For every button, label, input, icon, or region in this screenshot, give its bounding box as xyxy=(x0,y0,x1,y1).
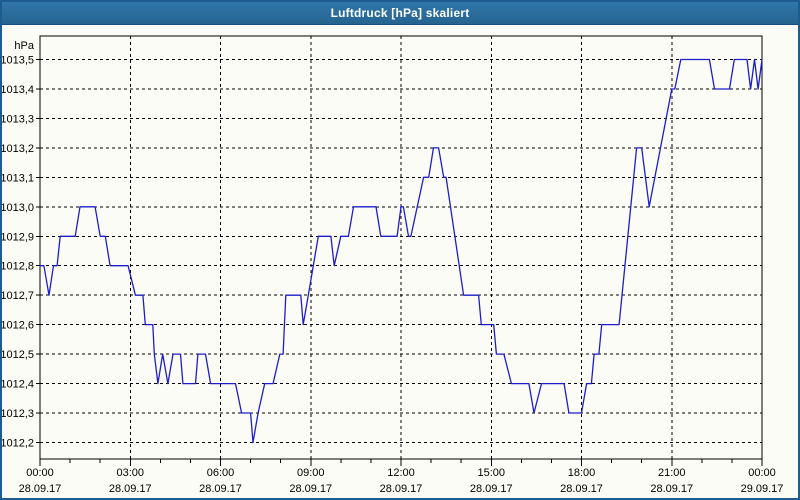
y-axis-unit-label: hPa xyxy=(14,40,34,52)
x-tick-date-label: 28.09.17 xyxy=(109,483,152,495)
window-title: Luftdruck [hPa] skaliert xyxy=(330,6,470,20)
x-tick-time-label: 00:00 xyxy=(748,467,776,479)
chart-area: 1013,5 1013,4 1013,3 1013,2 1013,1 1013,0 1012… xyxy=(2,25,798,498)
y-tick-label: 1012,9 xyxy=(2,231,34,243)
x-tick-time-label: 03:00 xyxy=(116,467,144,479)
x-tick-date-label: 28.09.17 xyxy=(560,483,603,495)
pressure-line xyxy=(39,58,763,444)
plot-frame xyxy=(39,35,763,460)
y-tick-label: 1013,0 xyxy=(2,202,34,214)
x-tick-time-label: 06:00 xyxy=(207,467,235,479)
x-tick-date-label: 29.09.17 xyxy=(741,483,784,495)
y-tick-label: 1013,1 xyxy=(2,172,34,184)
x-tick-time-label: 00:00 xyxy=(26,467,54,479)
y-tick-label: 1012,5 xyxy=(2,349,34,361)
x-tick-time-label: 21:00 xyxy=(658,467,686,479)
y-tick-label: 1012,8 xyxy=(2,261,34,273)
y-tick-label: 1013,5 xyxy=(2,55,34,67)
x-tick-date-label: 28.09.17 xyxy=(470,483,513,495)
y-tick-label: 1012,7 xyxy=(2,290,34,302)
x-tick-date-label: 28.09.17 xyxy=(19,483,62,495)
window-titlebar: Luftdruck [hPa] skaliert xyxy=(2,2,798,25)
pressure-chart: 1013,5 1013,4 1013,3 1013,2 1013,1 1013,0 1012… xyxy=(2,35,784,495)
x-tick-date-label: 28.09.17 xyxy=(289,483,332,495)
x-tick-time-label: 12:00 xyxy=(387,467,415,479)
y-tick-label: 1012,4 xyxy=(2,379,34,391)
x-tick-date-label: 28.09.17 xyxy=(650,483,693,495)
y-tick-label: 1013,3 xyxy=(2,113,34,125)
x-tick-time-label: 18:00 xyxy=(568,467,596,479)
x-tick-date-label: 28.09.17 xyxy=(199,483,242,495)
x-tick-date-label: 28.09.17 xyxy=(380,483,423,495)
x-tick-time-label: 15:00 xyxy=(477,467,505,479)
y-tick-label: 1013,2 xyxy=(2,143,34,155)
y-tick-label: 1012,2 xyxy=(2,437,34,449)
y-tick-label: 1012,3 xyxy=(2,408,34,420)
x-tick-time-label: 09:00 xyxy=(297,467,325,479)
y-tick-label: 1012,6 xyxy=(2,320,34,332)
y-tick-label: 1013,4 xyxy=(2,84,34,96)
